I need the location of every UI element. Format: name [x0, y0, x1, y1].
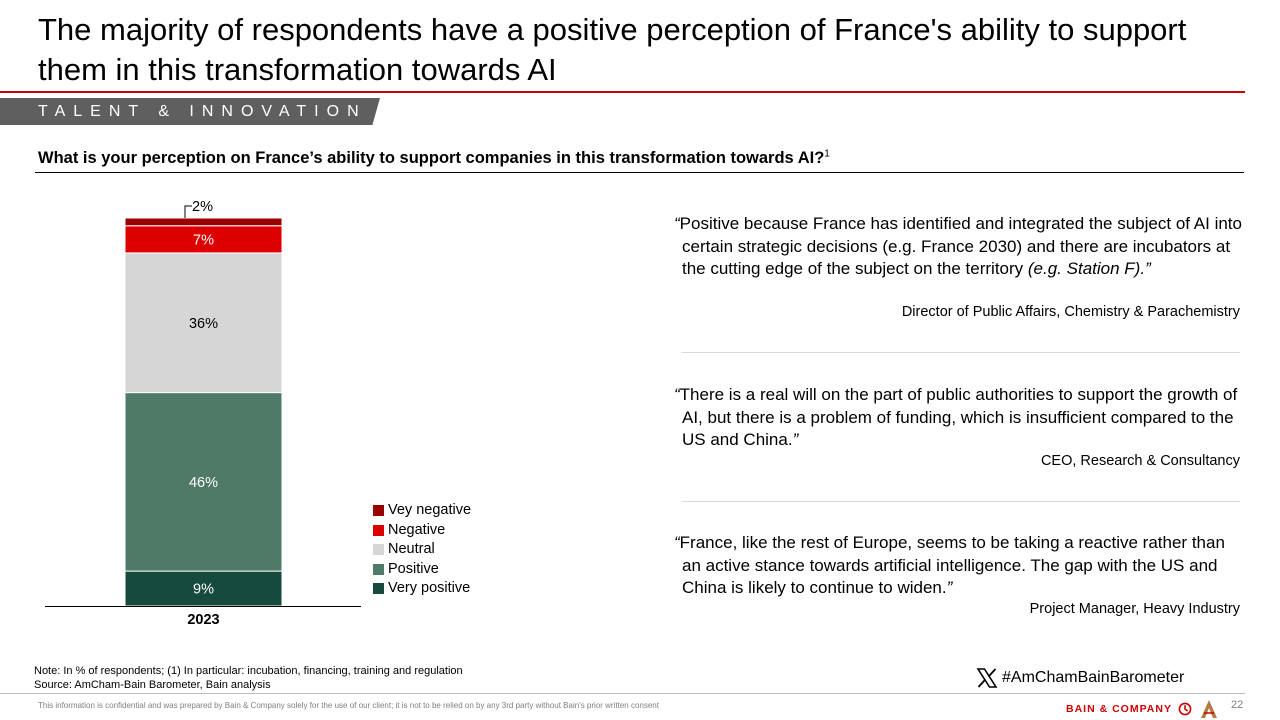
- x-tick-label: 2023: [187, 612, 219, 628]
- page-title: The majority of respondents have a posit…: [38, 12, 1187, 87]
- quote-1-close-mark: ”: [1145, 259, 1151, 278]
- legend-swatch: [373, 544, 384, 556]
- amcham-emblem-icon: [1200, 700, 1217, 718]
- question-divider: [35, 172, 1244, 173]
- legend-swatch: [373, 583, 384, 595]
- title-divider: [0, 91, 1245, 93]
- legend-label: Positive: [388, 560, 439, 577]
- bain-emblem-icon: [1178, 702, 1192, 716]
- quote-3-text: France, like the rest of Europe, seems t…: [679, 533, 1225, 597]
- quote-3: “France, like the rest of Europe, seems …: [674, 532, 1244, 600]
- survey-question: What is your perception on France’s abil…: [38, 147, 1238, 169]
- quote-divider: [682, 352, 1240, 353]
- stacked-bar-chart: 9% 46% 36% 7% 2% 2023: [45, 199, 361, 628]
- footnote: Note: In % of respondents; (1) In partic…: [34, 664, 463, 692]
- page-number: 22: [1231, 699, 1244, 711]
- legend-item-negative: Negative: [373, 521, 471, 541]
- legend-swatch: [373, 505, 384, 517]
- quote-3-open-mark: “: [674, 533, 680, 552]
- legend-item-very-positive: Very positive: [373, 579, 471, 599]
- legend-label: Vey negative: [388, 502, 472, 518]
- quote-2-open-mark: “: [674, 385, 680, 404]
- hashtag[interactable]: #AmChamBainBarometer: [976, 667, 1184, 689]
- brand-logo: BAIN & COMPANY: [1066, 698, 1220, 720]
- quote-2-attribution: CEO, Research & Consultancy: [1040, 453, 1240, 469]
- legend-label: Very positive: [388, 580, 471, 596]
- legend-item-neutral: Neutral: [373, 540, 471, 560]
- bar-segment-neutral: [124, 252, 283, 394]
- quote-1: “Positive because France has identified …: [674, 213, 1244, 281]
- quote-1-emphasis: (e.g. Station F).: [1027, 259, 1146, 278]
- data-label-negative: 7%: [193, 232, 214, 248]
- legend-label: Negative: [388, 521, 446, 538]
- footer-divider: [0, 693, 1245, 694]
- confidential-notice: This information is confidential and was…: [38, 701, 659, 710]
- data-label-positive: 46%: [189, 475, 218, 491]
- data-label-neutral: 36%: [189, 316, 218, 332]
- brand-name: BAIN & COMPANY: [1066, 703, 1172, 715]
- data-label-vey-negative: 2%: [192, 199, 213, 215]
- question-footnote: 1: [824, 148, 830, 160]
- legend-swatch: [373, 563, 384, 575]
- quote-3-close-mark: ”: [946, 578, 953, 597]
- quote-1-open-mark: “: [674, 214, 680, 233]
- quote-2: “There is a real will on the part of pub…: [674, 384, 1244, 452]
- chart-legend: Vey negative Negative Neutral Positive Very …: [373, 501, 471, 599]
- note-text: Note: In % of respondents; (1) In partic…: [34, 665, 463, 677]
- legend-swatch: [373, 524, 384, 536]
- quote-2-text: There is a real will on the part of publ…: [679, 385, 1238, 449]
- x-logo-icon: [976, 668, 998, 688]
- source-text: Source: AmCham-Bain Barometer, Bain anal…: [34, 679, 271, 691]
- quote-1-attribution: Director of Public Affairs, Chemistry & …: [901, 304, 1240, 320]
- quote-3-attribution: Project Manager, Heavy Industry: [1029, 601, 1240, 617]
- bar-segment-vey-negative: [124, 217, 283, 227]
- hashtag-text: #AmChamBainBarometer: [1002, 669, 1185, 686]
- legend-item-positive: Positive: [373, 560, 471, 580]
- quote-1-text: Positive because France has identified a…: [679, 214, 1242, 278]
- data-label-very-positive: 9%: [193, 582, 214, 598]
- legend-label: Neutral: [388, 541, 435, 557]
- quote-2-close-mark: ”: [792, 430, 799, 449]
- bar-segment-very-positive: [124, 570, 283, 607]
- leader-line-vey-negative: [184, 205, 192, 218]
- quote-divider: [682, 501, 1240, 502]
- legend-item-vey-negative: Vey negative: [373, 501, 471, 521]
- question-text: What is your perception on France’s abil…: [38, 149, 825, 167]
- section-banner: [0, 98, 380, 125]
- bar-segment-negative: [124, 225, 283, 254]
- section-label: TALENT & INNOVATION: [38, 103, 367, 120]
